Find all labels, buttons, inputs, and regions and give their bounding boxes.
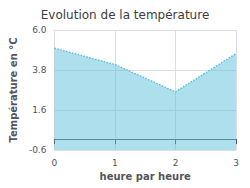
svg-text:Température en °C: Température en °C — [8, 37, 19, 142]
svg-text:6.0: 6.0 — [32, 25, 47, 35]
svg-text:3: 3 — [233, 158, 239, 168]
svg-text:0: 0 — [52, 158, 58, 168]
svg-text:3.8: 3.8 — [32, 65, 47, 75]
svg-text:-0.6: -0.6 — [29, 145, 47, 155]
svg-text:2: 2 — [173, 158, 179, 168]
svg-text:1.6: 1.6 — [32, 105, 47, 115]
svg-text:1: 1 — [112, 158, 118, 168]
svg-text:heure par heure: heure par heure — [100, 171, 191, 182]
svg-text:Evolution de la température: Evolution de la température — [41, 8, 210, 22]
